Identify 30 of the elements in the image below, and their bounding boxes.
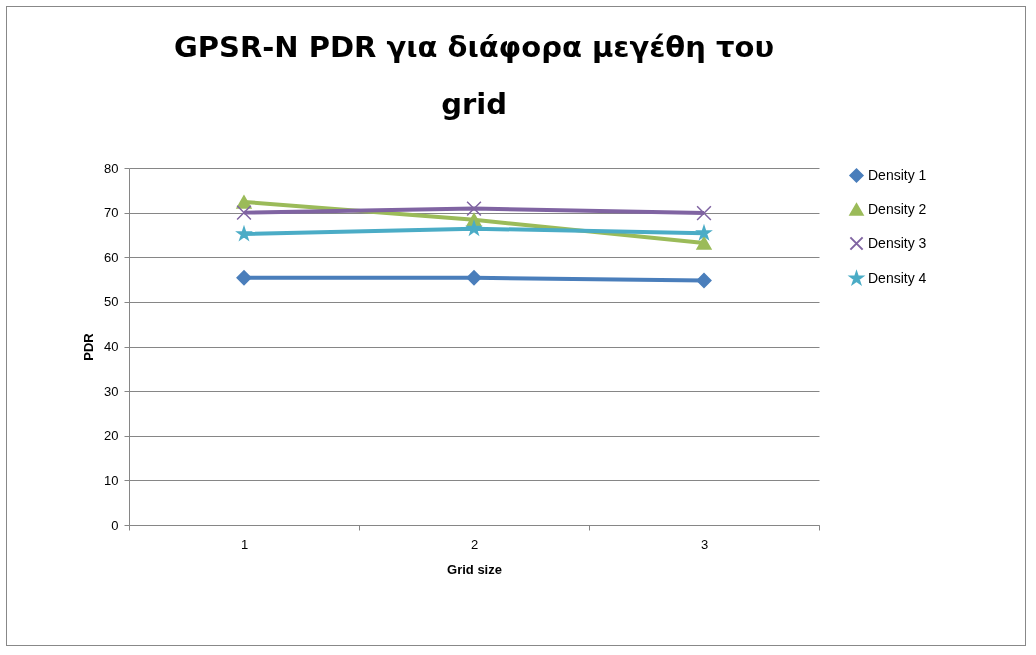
- y-tick-label: 70: [104, 205, 119, 221]
- point: [236, 270, 252, 286]
- legend-label: Density 1: [868, 166, 927, 183]
- x-tick-label: 3: [700, 536, 709, 552]
- x-axis-title: Grid size: [447, 561, 502, 577]
- point: [696, 272, 712, 289]
- legend-label: Density 3: [868, 234, 927, 251]
- chart-title: GPSR-N PDR για διάφορα μεγέθη του grid: [173, 30, 775, 121]
- y-tick-label: 30: [104, 383, 119, 399]
- y-tick-label: 20: [104, 428, 119, 444]
- legend-label: Density 4: [868, 269, 927, 286]
- point: [236, 195, 252, 209]
- point: [236, 226, 252, 241]
- y-tick-label: 50: [104, 294, 119, 310]
- point: [696, 236, 712, 250]
- y-tick-label: 0: [111, 517, 119, 533]
- point: [696, 205, 712, 221]
- y-tick-label: 80: [104, 160, 119, 176]
- point: [466, 270, 482, 286]
- y-tick-label: 40: [104, 339, 119, 354]
- point: [236, 204, 252, 221]
- y-axis-title: PDR: [81, 332, 97, 361]
- x-tick-label: 1: [240, 536, 249, 552]
- x-tick-label: 2: [470, 536, 479, 552]
- y-tick-label: 10: [104, 472, 119, 488]
- y-tick-label: 60: [104, 249, 119, 265]
- point: [466, 221, 482, 236]
- legend-label: Density 2: [868, 200, 927, 217]
- point: [466, 200, 482, 217]
- point: [696, 225, 712, 240]
